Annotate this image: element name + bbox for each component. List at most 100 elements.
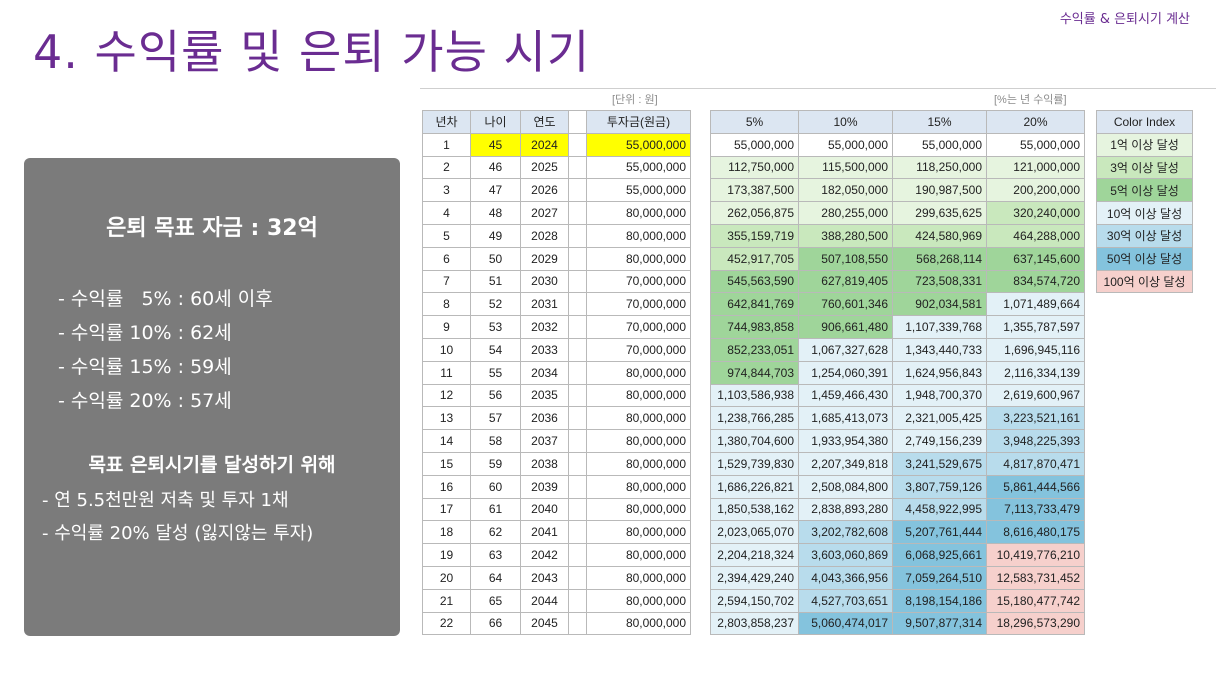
age-cell[interactable]: 59 <box>470 451 521 476</box>
balance-cell[interactable]: 902,034,581 <box>892 292 987 317</box>
age-cell[interactable]: 64 <box>470 565 521 590</box>
principal-cell[interactable]: 70,000,000 <box>586 337 691 362</box>
balance-cell[interactable]: 10,419,776,210 <box>986 543 1085 567</box>
balance-cell[interactable]: 190,987,500 <box>892 178 987 203</box>
calendar-year-cell[interactable]: 2028 <box>520 223 569 248</box>
balance-cell[interactable]: 834,574,720 <box>986 269 1085 294</box>
principal-cell[interactable]: 80,000,000 <box>586 451 691 476</box>
year-cell[interactable]: 21 <box>422 588 471 613</box>
balance-cell[interactable]: 7,059,264,510 <box>892 565 987 590</box>
year-cell[interactable]: 4 <box>422 201 471 225</box>
balance-cell[interactable]: 4,458,922,995 <box>892 497 987 522</box>
balance-cell[interactable]: 3,223,521,161 <box>986 406 1085 431</box>
year-cell[interactable]: 5 <box>422 223 471 248</box>
balance-cell[interactable]: 1,624,956,843 <box>892 360 987 385</box>
balance-cell[interactable]: 1,380,704,600 <box>710 429 799 453</box>
calendar-year-cell[interactable]: 2033 <box>520 337 569 362</box>
principal-cell[interactable]: 55,000,000 <box>586 155 691 180</box>
balance-cell[interactable]: 5,060,474,017 <box>798 611 893 636</box>
principal-cell[interactable]: 70,000,000 <box>586 269 691 294</box>
blank-cell[interactable] <box>568 337 587 362</box>
legend-cell[interactable]: 3억 이상 달성 <box>1096 155 1193 180</box>
year-cell[interactable]: 18 <box>422 520 471 545</box>
balance-cell[interactable]: 627,819,405 <box>798 269 893 294</box>
year-cell[interactable]: 2 <box>422 155 471 180</box>
balance-cell[interactable]: 1,948,700,370 <box>892 383 987 408</box>
balance-cell[interactable]: 1,686,226,821 <box>710 474 799 499</box>
year-cell[interactable]: 12 <box>422 383 471 408</box>
legend-cell[interactable]: 1억 이상 달성 <box>1096 132 1193 157</box>
balance-cell[interactable]: 2,749,156,239 <box>892 429 987 453</box>
calendar-year-cell[interactable]: 2027 <box>520 201 569 225</box>
calendar-year-cell[interactable]: 2036 <box>520 406 569 431</box>
balance-cell[interactable]: 112,750,000 <box>710 155 799 180</box>
blank-cell[interactable] <box>568 383 587 408</box>
balance-cell[interactable]: 1,933,954,380 <box>798 429 893 453</box>
principal-cell[interactable]: 80,000,000 <box>586 588 691 613</box>
balance-cell[interactable]: 1,067,327,628 <box>798 337 893 362</box>
balance-cell[interactable]: 15,180,477,742 <box>986 588 1085 613</box>
balance-cell[interactable]: 507,108,550 <box>798 246 893 271</box>
calendar-year-cell[interactable]: 2026 <box>520 178 569 203</box>
age-cell[interactable]: 63 <box>470 543 521 567</box>
principal-cell[interactable]: 80,000,000 <box>586 543 691 567</box>
blank-cell[interactable] <box>568 269 587 294</box>
age-cell[interactable]: 57 <box>470 406 521 431</box>
header-cell[interactable]: 투자금(원금) <box>586 110 691 134</box>
balance-cell[interactable]: 18,296,573,290 <box>986 611 1085 636</box>
calendar-year-cell[interactable]: 2042 <box>520 543 569 567</box>
balance-cell[interactable]: 3,807,759,126 <box>892 474 987 499</box>
year-cell[interactable]: 20 <box>422 565 471 590</box>
balance-cell[interactable]: 723,508,331 <box>892 269 987 294</box>
legend-cell[interactable]: 100억 이상 달성 <box>1096 269 1193 294</box>
balance-cell[interactable]: 744,983,858 <box>710 315 799 339</box>
principal-cell[interactable]: 80,000,000 <box>586 383 691 408</box>
balance-cell[interactable]: 1,343,440,733 <box>892 337 987 362</box>
balance-cell[interactable]: 464,288,000 <box>986 223 1085 248</box>
blank-cell[interactable] <box>568 223 587 248</box>
balance-cell[interactable]: 299,635,625 <box>892 201 987 225</box>
header-cell[interactable]: 년차 <box>422 110 471 134</box>
balance-cell[interactable]: 8,198,154,186 <box>892 588 987 613</box>
age-cell[interactable]: 46 <box>470 155 521 180</box>
age-cell[interactable]: 52 <box>470 292 521 317</box>
balance-cell[interactable]: 2,204,218,324 <box>710 543 799 567</box>
blank-cell[interactable] <box>568 246 587 271</box>
balance-cell[interactable]: 2,619,600,967 <box>986 383 1085 408</box>
blank-cell[interactable] <box>568 474 587 499</box>
legend-cell[interactable]: 50억 이상 달성 <box>1096 246 1193 271</box>
principal-cell[interactable]: 80,000,000 <box>586 565 691 590</box>
blank-cell[interactable] <box>568 201 587 225</box>
age-cell[interactable]: 62 <box>470 520 521 545</box>
balance-cell[interactable]: 55,000,000 <box>892 132 987 157</box>
age-cell[interactable]: 45 <box>470 132 521 157</box>
calendar-year-cell[interactable]: 2039 <box>520 474 569 499</box>
calendar-year-cell[interactable]: 2031 <box>520 292 569 317</box>
calendar-year-cell[interactable]: 2038 <box>520 451 569 476</box>
principal-cell[interactable]: 80,000,000 <box>586 497 691 522</box>
calendar-year-cell[interactable]: 2034 <box>520 360 569 385</box>
age-cell[interactable]: 47 <box>470 178 521 203</box>
year-cell[interactable]: 7 <box>422 269 471 294</box>
age-cell[interactable]: 48 <box>470 201 521 225</box>
year-cell[interactable]: 16 <box>422 474 471 499</box>
blank-cell[interactable] <box>568 315 587 339</box>
age-cell[interactable]: 54 <box>470 337 521 362</box>
blank-cell[interactable] <box>568 132 587 157</box>
balance-cell[interactable]: 545,563,590 <box>710 269 799 294</box>
balance-cell[interactable]: 424,580,969 <box>892 223 987 248</box>
principal-cell[interactable]: 70,000,000 <box>586 292 691 317</box>
year-cell[interactable]: 3 <box>422 178 471 203</box>
blank-cell[interactable] <box>568 178 587 203</box>
balance-cell[interactable]: 568,268,114 <box>892 246 987 271</box>
balance-cell[interactable]: 355,159,719 <box>710 223 799 248</box>
balance-cell[interactable]: 55,000,000 <box>710 132 799 157</box>
balance-cell[interactable]: 1,103,586,938 <box>710 383 799 408</box>
balance-cell[interactable]: 642,841,769 <box>710 292 799 317</box>
year-cell[interactable]: 13 <box>422 406 471 431</box>
header-cell[interactable]: 10% <box>798 110 893 134</box>
blank-cell[interactable] <box>568 588 587 613</box>
calendar-year-cell[interactable]: 2032 <box>520 315 569 339</box>
calendar-year-cell[interactable]: 2043 <box>520 565 569 590</box>
balance-cell[interactable]: 5,207,761,444 <box>892 520 987 545</box>
